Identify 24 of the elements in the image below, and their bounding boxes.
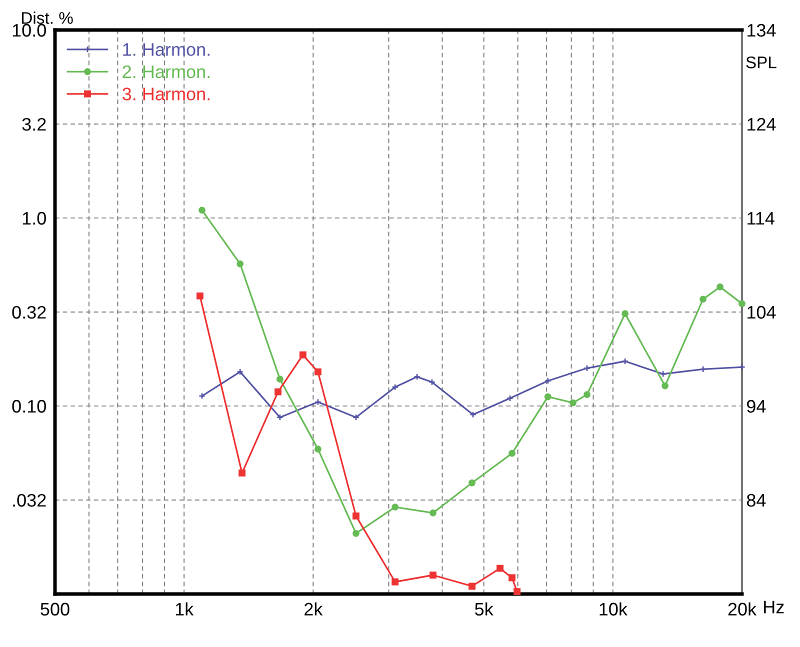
x-tick-label: 1k [176, 602, 194, 616]
y2-tick-label: 104 [748, 306, 776, 319]
y2-tick-label: 124 [748, 118, 776, 131]
y2-tick-label: 114 [748, 212, 774, 225]
y2-tick-label: 84 [746, 494, 766, 507]
x-tick-label: 10k [600, 602, 628, 616]
y2-tick-label: 134 [748, 24, 776, 37]
y2-tick-label: 94 [747, 400, 766, 413]
y-tick-label: .032 [13, 494, 46, 507]
x-tick-label: 5k [475, 602, 494, 616]
y-tick-label: 0.32 [12, 306, 46, 319]
x-tick-label: 2k [304, 602, 323, 616]
x-tick-label: 500 [40, 602, 70, 616]
x-tick-label: 20k [728, 602, 757, 616]
legend-label: 2. Harmon. [122, 65, 210, 78]
y2-axis-title: SPL [746, 56, 776, 68]
x-axis-title: Hz [764, 600, 784, 614]
y-axis-title: Dist. % [22, 12, 73, 24]
y-tick-label: 1.0 [22, 212, 46, 225]
y-tick-label: 10.0 [12, 24, 46, 37]
legend-label: 3. Harmon. [122, 88, 210, 100]
y-tick-label: 3.2 [22, 118, 46, 131]
legend-label: 1. Harmon. [123, 43, 210, 56]
y-tick-label: 0.10 [12, 400, 46, 413]
